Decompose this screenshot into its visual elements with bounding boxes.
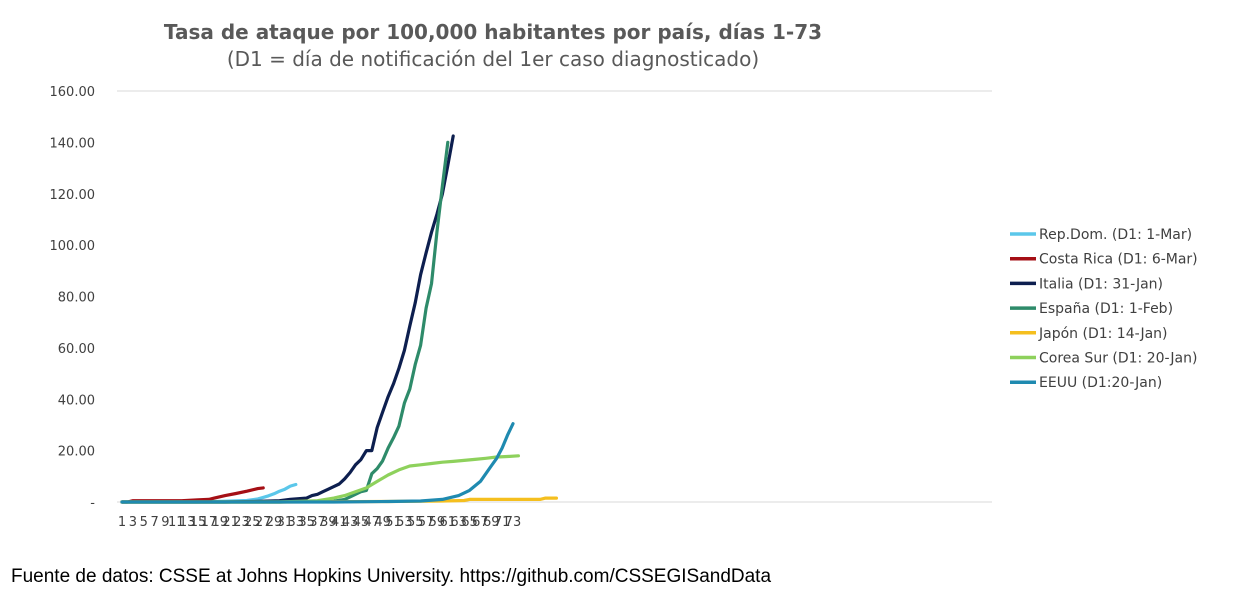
x-tick-label: 27 (255, 515, 272, 530)
legend-label: Costa Rica (D1: 6-Mar) (1039, 252, 1198, 268)
x-tick-label: 49 (374, 515, 391, 530)
chart-subtitle: (D1 = día de notificación del 1er caso d… (227, 47, 759, 71)
y-tick-label: - (90, 496, 95, 511)
x-tick-label: 17 (201, 515, 218, 530)
x-tick-label: 1 (118, 515, 126, 530)
x-tick-label: 35 (298, 515, 315, 530)
x-tick-label: 3 (129, 515, 137, 530)
x-tick-label: 45 (353, 515, 370, 530)
y-tick-label: 140.00 (50, 136, 96, 151)
y-axis: - 20.00 40.00 60.00 80.00 100.00 120.00 140.00 1… (50, 85, 96, 511)
x-tick-label: 21 (222, 515, 239, 530)
x-tick-label: 5 (140, 515, 148, 530)
series-line (120, 422, 515, 504)
y-tick-label: 40.00 (58, 393, 95, 408)
x-tick-label: 67 (472, 515, 489, 530)
series-lines (120, 134, 559, 504)
x-tick-label: 11 (168, 515, 185, 530)
x-tick-label: 41 (331, 515, 348, 530)
y-tick-label: 80.00 (58, 291, 95, 306)
x-tick-label: 39 (320, 515, 337, 530)
x-tick-label: 47 (364, 515, 381, 530)
line-chart: Tasa de ataque por 100,000 habitantes po… (50, 20, 1198, 530)
x-tick-label: 33 (287, 515, 304, 530)
x-tick-label: 69 (483, 515, 500, 530)
legend-label: España (D1: 1-Feb) (1039, 301, 1173, 317)
x-tick-label: 25 (244, 515, 261, 530)
legend: Rep.Dom. (D1: 1-Mar) Costa Rica (D1: 6-Ma… (1010, 227, 1198, 391)
y-tick-label: 60.00 (58, 342, 95, 357)
x-tick-label: 29 (266, 515, 283, 530)
x-tick-label: 23 (233, 515, 250, 530)
y-tick-label: 120.00 (50, 188, 96, 203)
x-tick-label: 31 (277, 515, 294, 530)
series-line (120, 454, 521, 504)
x-axis: 1 3 5 7 911131517192123252729313335373941434… (118, 515, 521, 530)
x-tick-label: 51 (385, 515, 402, 530)
legend-label: Rep.Dom. (D1: 1-Mar) (1039, 227, 1192, 243)
x-tick-label: 15 (190, 515, 207, 530)
x-tick-label: 43 (342, 515, 359, 530)
x-tick-label: 55 (407, 515, 424, 530)
y-tick-label: 160.00 (50, 85, 96, 100)
x-tick-label: 73 (505, 515, 522, 530)
data-source-note: Fuente de datos: CSSE at Johns Hopkins U… (11, 566, 772, 587)
x-tick-label: 61 (440, 515, 457, 530)
gridlines (117, 90, 992, 503)
x-tick-label: 19 (211, 515, 228, 530)
x-tick-label: 59 (429, 515, 446, 530)
x-tick-label: 37 (309, 515, 326, 530)
x-tick-label: 71 (494, 515, 511, 530)
series-line (120, 134, 455, 504)
x-tick-label: 7 (150, 515, 158, 530)
legend-label: Japón (D1: 14-Jan) (1038, 326, 1168, 342)
y-tick-label: 20.00 (58, 445, 95, 460)
legend-label: Corea Sur (D1: 20-Jan) (1039, 351, 1197, 367)
x-tick-label: 9 (161, 515, 169, 530)
chart-title: Tasa de ataque por 100,000 habitantes po… (164, 20, 822, 44)
x-tick-label: 53 (396, 515, 413, 530)
x-tick-label: 57 (418, 515, 435, 530)
x-tick-label: 63 (450, 515, 467, 530)
legend-label: EEUU (D1:20-Jan) (1039, 375, 1162, 391)
legend-label: Italia (D1: 31-Jan) (1039, 276, 1163, 292)
x-tick-label: 13 (179, 515, 196, 530)
series-line (120, 140, 450, 504)
x-tick-label: 65 (461, 515, 478, 530)
y-tick-label: 100.00 (50, 239, 96, 254)
